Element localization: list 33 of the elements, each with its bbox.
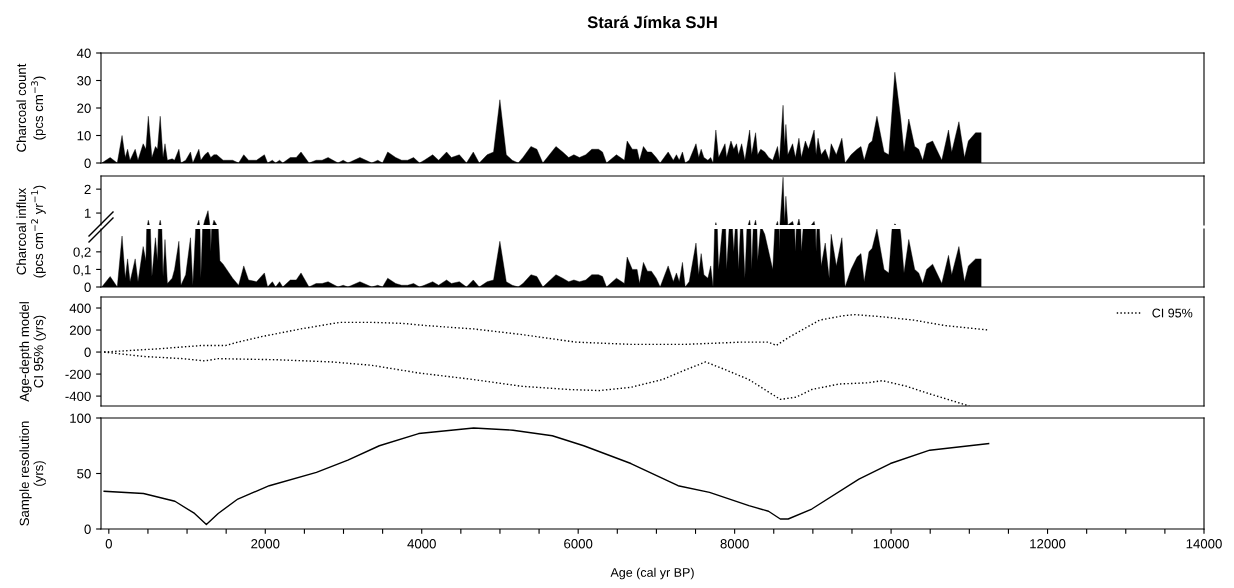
y-tick-label: 40 [76,48,91,58]
y-tick-label: 10 [77,131,91,141]
x-tick-label: 14000 [1186,539,1222,549]
y-tick-label: 100 [70,413,91,423]
y-tick-label: 50 [77,469,91,479]
x-tick-label: 2000 [251,539,280,549]
y-axis-title: Charcoal influx (pcs cm$^{−2}$ yr$^{−1}$) [16,185,46,278]
y-axis-title: Charcoal count (pcs cm$^{−3}$) [16,63,46,152]
x-tick-label: 6000 [564,539,593,549]
x-axis-title: Age (cal yr BP) [610,567,694,580]
y-tick-label: 0 [84,347,91,357]
y-tick-label: 200 [69,325,91,335]
y-tick-label: 0,1 [73,264,91,276]
y-axis-title: Sample resolution (yrs) [19,421,46,526]
y-tick-label: 400 [69,303,91,313]
chart-title: Stará Jímka SJH [587,15,717,29]
y-tick-label: 1 [84,208,91,218]
y-tick-label: 0 [84,282,91,292]
x-tick-label: 0 [105,539,112,549]
x-tick-label: 4000 [407,539,436,549]
y-tick-label: -400 [65,391,91,401]
y-axis-title: Age-depth model CI 95% (yrs) [19,302,46,402]
x-tick-label: 10000 [873,539,909,549]
x-tick-label: 12000 [1030,539,1066,549]
y-tick-label: -200 [65,369,91,379]
y-tick-label: 2 [84,184,91,194]
x-tick-label: 8000 [720,539,749,549]
y-tick-label: 0 [84,158,91,168]
y-tick-label: 0,2 [73,247,91,259]
y-tick-label: 0 [84,524,91,534]
y-tick-label: 30 [77,76,91,86]
legend-label: CI 95% [1152,308,1193,318]
y-tick-label: 20 [77,103,91,113]
